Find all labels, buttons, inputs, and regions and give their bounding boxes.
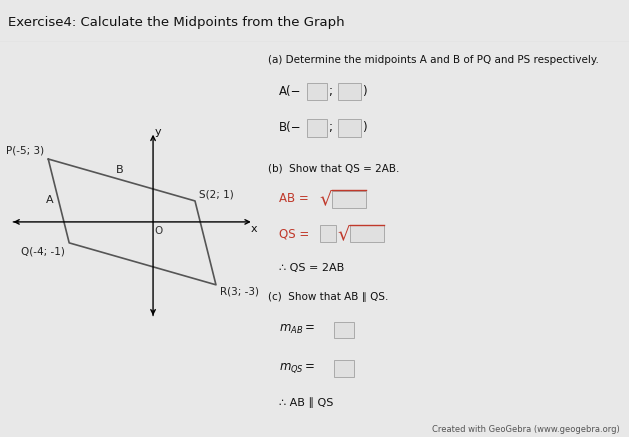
Text: y: y bbox=[155, 127, 162, 137]
Text: (c)  Show that AB ∥ QS.: (c) Show that AB ∥ QS. bbox=[268, 292, 388, 302]
Text: B(−: B(− bbox=[279, 121, 301, 134]
Point bbox=[362, 188, 370, 193]
Text: Created with GeoGebra (www.geogebra.org): Created with GeoGebra (www.geogebra.org) bbox=[432, 424, 620, 434]
Bar bbox=[338, 83, 361, 100]
Point bbox=[347, 222, 354, 228]
Text: $m_{AB}$ =: $m_{AB}$ = bbox=[279, 323, 314, 336]
Bar bbox=[307, 119, 327, 137]
Bar bbox=[320, 225, 336, 242]
Bar bbox=[350, 225, 384, 242]
Text: √: √ bbox=[320, 189, 332, 208]
Text: Exercise4: Calculate the Midpoints from the Graph: Exercise4: Calculate the Midpoints from … bbox=[8, 16, 344, 29]
Text: $m_{QS}$ =: $m_{QS}$ = bbox=[279, 361, 315, 375]
Text: A: A bbox=[46, 195, 53, 205]
Text: ∴ AB ∥ QS: ∴ AB ∥ QS bbox=[279, 397, 333, 408]
Text: ): ) bbox=[362, 121, 366, 134]
Text: x: x bbox=[250, 224, 257, 234]
Text: QS =: QS = bbox=[279, 227, 309, 240]
Text: A(−: A(− bbox=[279, 85, 301, 98]
Text: (b)  Show that QS = 2AB.: (b) Show that QS = 2AB. bbox=[268, 163, 399, 173]
Text: O: O bbox=[155, 226, 163, 236]
Bar bbox=[307, 83, 327, 100]
Text: ;: ; bbox=[328, 85, 331, 98]
Text: B: B bbox=[116, 165, 123, 175]
Bar bbox=[334, 360, 353, 377]
Text: P(-5; 3): P(-5; 3) bbox=[6, 146, 44, 156]
Point bbox=[328, 188, 336, 193]
Bar bbox=[332, 191, 366, 208]
Text: ;: ; bbox=[328, 121, 331, 134]
Text: ): ) bbox=[362, 85, 366, 98]
Text: Q(-4; -1): Q(-4; -1) bbox=[21, 246, 65, 256]
Text: ∴ QS = 2AB: ∴ QS = 2AB bbox=[279, 263, 344, 273]
Bar bbox=[334, 322, 353, 338]
Text: S(2; 1): S(2; 1) bbox=[199, 190, 234, 200]
Bar bbox=[338, 119, 361, 137]
Point bbox=[381, 222, 388, 228]
Text: AB =: AB = bbox=[279, 192, 308, 205]
Text: R(3; -3): R(3; -3) bbox=[220, 287, 259, 297]
Text: √: √ bbox=[338, 224, 350, 243]
Text: (a) Determine the midpoints A and B of PQ and PS respectively.: (a) Determine the midpoints A and B of P… bbox=[268, 55, 599, 66]
